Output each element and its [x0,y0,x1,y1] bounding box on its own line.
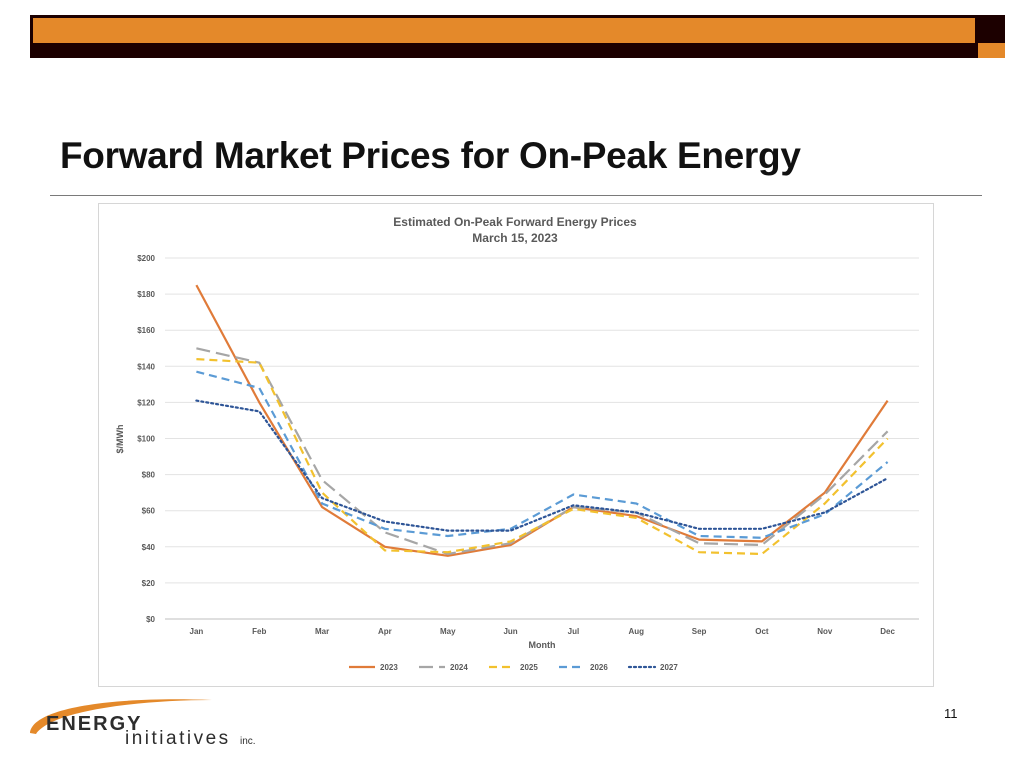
logo-swoosh [30,699,212,734]
logo-suffix: inc. [240,736,256,747]
x-tick-label: Nov [817,627,833,636]
y-tick-label: $180 [137,290,155,299]
x-tick-label: Apr [378,627,392,636]
x-tick-label: Sep [692,627,707,636]
y-tick-label: $140 [137,362,155,371]
series-line-2025 [196,358,889,556]
legend-label-2026: 2026 [590,663,608,672]
y-tick-label: $60 [142,507,156,516]
chart-container: Estimated On-Peak Forward Energy Prices … [98,203,934,687]
chart-title: Estimated On-Peak Forward Energy Prices [393,215,637,229]
line-chart: Estimated On-Peak Forward Energy Prices … [115,215,919,672]
series-line-2026 [196,370,889,539]
legend: 2023 2024 2025 2026 2027 [349,663,678,672]
gridlines [165,257,919,620]
x-tick-label: May [440,627,456,636]
x-tick-label: Jan [190,627,204,636]
logo-word-energy: ENERGY [46,713,142,735]
legend-label-2027: 2027 [660,663,678,672]
y-tick-label: $80 [142,471,156,480]
page-number: 11 [944,706,958,721]
x-tick-label: Dec [880,627,895,636]
y-tick-label: $0 [146,615,155,624]
legend-label-2023: 2023 [380,663,398,672]
top-orange-square [978,43,1005,58]
series-line-2027 [195,399,889,532]
y-tick-label: $100 [137,435,155,444]
title-divider [50,195,982,196]
y-tick-label: $120 [137,398,155,407]
x-tick-label: Jun [503,627,517,636]
slide-title: Forward Market Prices for On-Peak Energy [60,135,801,176]
x-axis-label: Month [529,640,556,650]
y-tick-label: $40 [142,543,156,552]
logo-word-initiatives: initiatives [125,728,231,749]
x-tick-label: Oct [755,627,769,636]
top-decorative-square [978,15,1005,58]
series-line-2024 [196,347,889,556]
y-axis-label: $/MWh [115,425,125,454]
chart-subtitle: March 15, 2023 [472,231,558,245]
y-tick-labels: $0 $20 $40 $60 $80 $100 $120 $140 $160 $180 $200 [137,254,155,624]
y-tick-label: $200 [137,254,155,263]
y-tick-label: $20 [142,579,156,588]
legend-label-2025: 2025 [520,663,538,672]
series-lines [195,284,889,557]
x-tick-labels: Jan Feb Mar Apr May Jun Jul Aug Sep Oct Nov Dec [190,627,896,636]
y-tick-label: $160 [137,326,155,335]
x-tick-label: Aug [628,627,644,636]
series-line-2023 [195,284,889,557]
x-tick-label: Feb [252,627,266,636]
company-logo: ENERGY initiatives inc. [30,699,256,749]
x-tick-label: Jul [568,627,580,636]
x-tick-label: Mar [315,627,329,636]
top-decorative-band [30,15,978,58]
top-orange-stripe [33,18,975,43]
legend-label-2024: 2024 [450,663,468,672]
